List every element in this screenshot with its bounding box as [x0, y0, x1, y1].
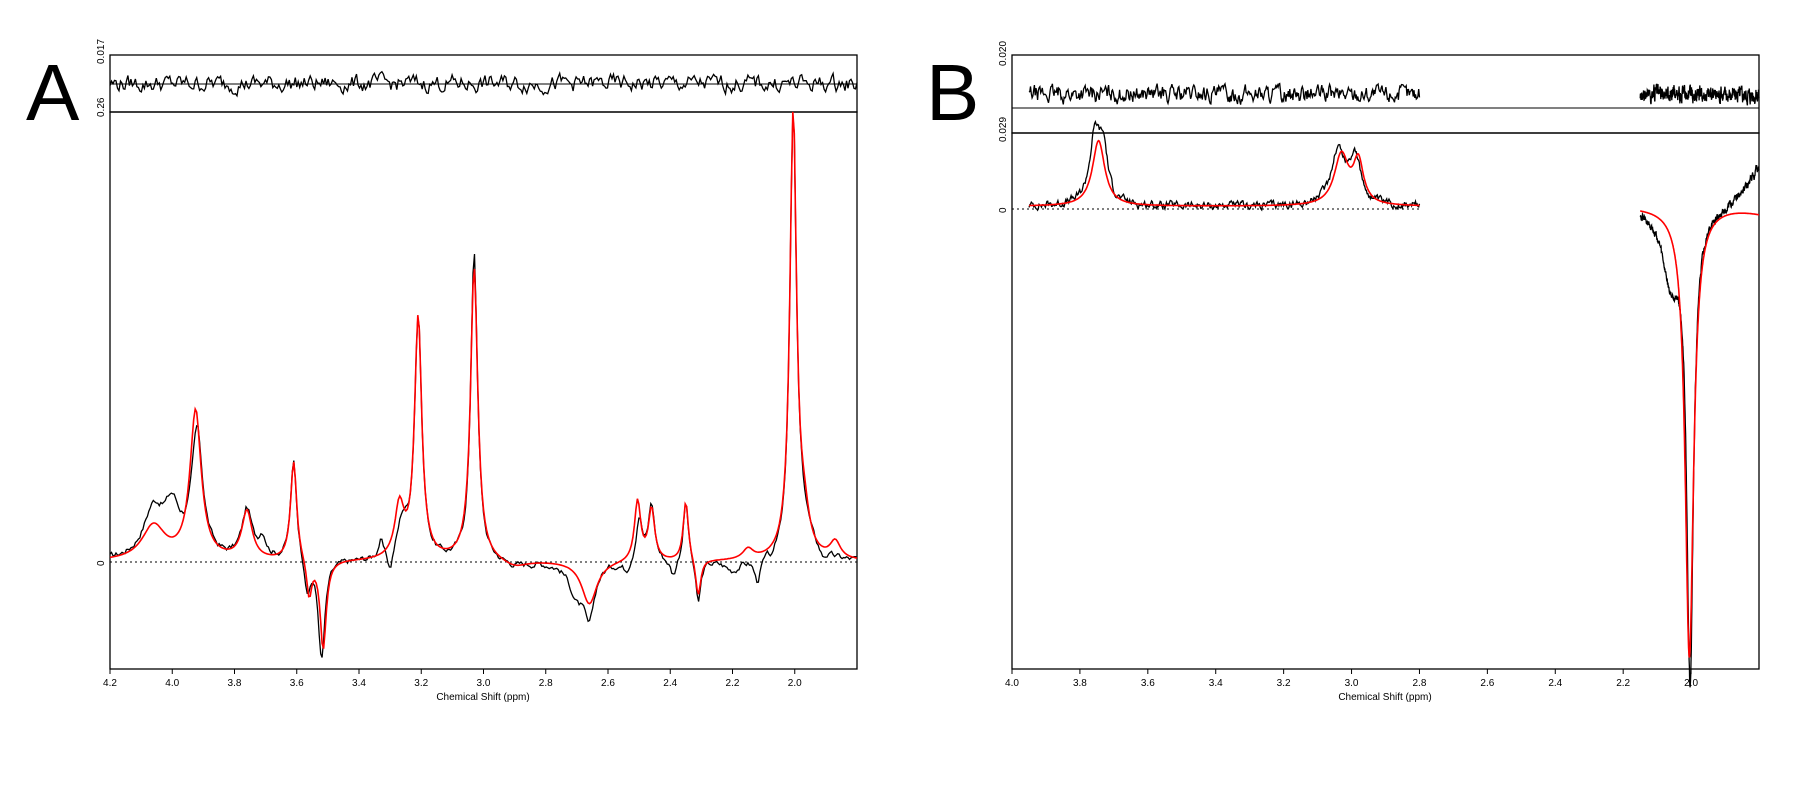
residual-spectrum-line: [1639, 83, 1760, 106]
x-tick-label: 2.4: [663, 678, 677, 689]
residual-y-tick-label: 0.017: [96, 39, 107, 64]
panel-b: B 0.020 0 0.029 Chemical Shift (ppm) 4.0…: [926, 41, 1760, 703]
x-tick-label: 3.0: [1345, 678, 1359, 689]
x-tick-label: 3.0: [477, 678, 491, 689]
measured-spectrum-line: [1639, 164, 1760, 688]
panel-letter-b: B: [926, 48, 979, 137]
x-tick-label: 3.8: [1073, 678, 1087, 689]
panel-a-residual-frame: 0.017: [96, 39, 858, 113]
main-y-tick-label-zero: 0: [998, 207, 1009, 213]
x-tick-label: 4.2: [103, 678, 117, 689]
x-tick-label: 2.8: [1413, 678, 1427, 689]
x-tick-label: 3.8: [228, 678, 242, 689]
main-plot-box: [109, 111, 858, 670]
panel-a: A 0.017 0 0.26 Chemical Shift (ppm) 4.2 4…: [26, 39, 858, 703]
panel-a-x-ticks: 4.2 4.0 3.8 3.6 3.4 3.2 3.0 2.8 2.6 2.4 2.2 2.0: [103, 669, 802, 689]
x-tick-label: 2.4: [1548, 678, 1562, 689]
main-y-tick-label-zero: 0: [96, 560, 107, 566]
fit-spectrum-line: [1640, 210, 1760, 658]
x-tick-label: 2.2: [1616, 678, 1630, 689]
panel-a-main-frame: 0 0.26 Chemical Shift (ppm): [96, 97, 858, 703]
x-tick-label: 2.0: [788, 678, 802, 689]
panel-b-main-frame: 0 0.029 Chemical Shift (ppm): [998, 117, 1760, 703]
panel-letter-a: A: [26, 48, 80, 137]
residual-spectrum-line: [109, 70, 858, 98]
main-plot-box: [1011, 132, 1760, 670]
main-y-tick-label-top: 0.26: [96, 97, 107, 117]
x-tick-label: 2.6: [1480, 678, 1494, 689]
x-tick-label: 3.2: [1277, 678, 1291, 689]
x-tick-label: 2.0: [1684, 678, 1698, 689]
x-tick-label: 2.8: [539, 678, 553, 689]
residual-y-tick-label: 0.020: [998, 41, 1009, 66]
x-tick-label: 3.4: [352, 678, 366, 689]
fit-spectrum-line: [1029, 139, 1420, 207]
x-tick-label: 2.2: [726, 678, 740, 689]
measured-spectrum-line: [109, 114, 858, 658]
x-tick-label: 3.6: [1141, 678, 1155, 689]
main-y-tick-label-top: 0.029: [998, 117, 1009, 142]
x-tick-label: 4.0: [165, 678, 179, 689]
panel-b-series: [1028, 81, 1760, 688]
x-axis-title: Chemical Shift (ppm): [1338, 692, 1431, 703]
fit-spectrum-line: [109, 111, 858, 649]
x-tick-label: 3.4: [1209, 678, 1223, 689]
x-tick-label: 3.6: [290, 678, 304, 689]
residual-spectrum-line: [1028, 81, 1421, 106]
panel-b-x-ticks: 4.0 3.8 3.6 3.4 3.2 3.0 2.8 2.6 2.4 2.2 2.0: [1005, 669, 1698, 689]
x-tick-label: 2.6: [601, 678, 615, 689]
x-tick-label: 3.2: [414, 678, 428, 689]
x-tick-label: 4.0: [1005, 678, 1019, 689]
panel-a-series: [109, 70, 858, 658]
x-axis-title: Chemical Shift (ppm): [436, 692, 529, 703]
measured-spectrum-line: [1028, 119, 1421, 212]
